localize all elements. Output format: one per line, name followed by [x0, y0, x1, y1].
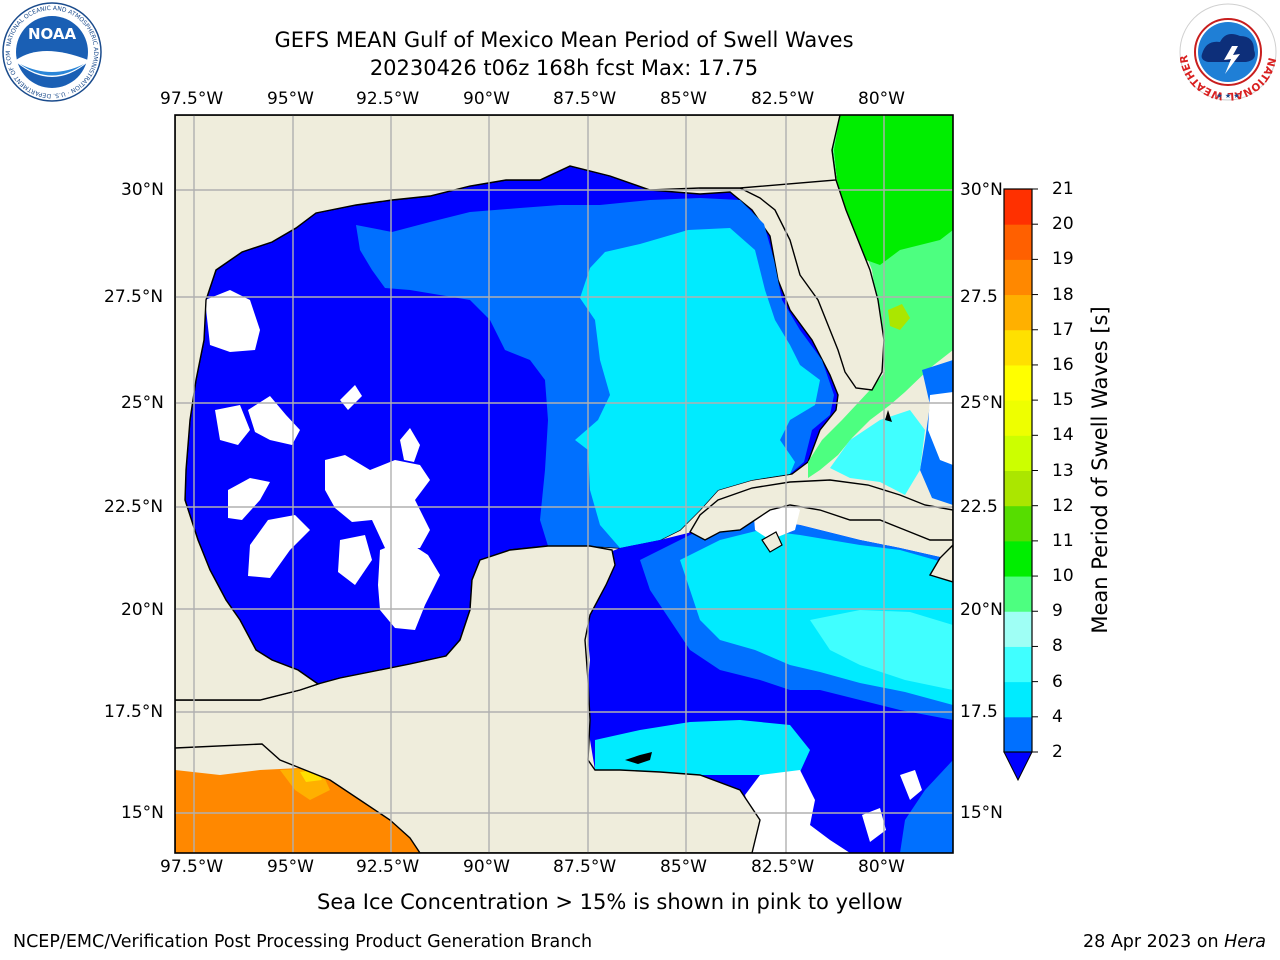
- lat-label-right: 30°N: [960, 180, 1003, 200]
- footer-right: 28 Apr 2023 on Hera: [1083, 932, 1266, 952]
- colorbar-segment: [1004, 576, 1032, 612]
- lat-label-left: 27.5°N: [104, 287, 164, 307]
- nws-logo: NATIONAL WEATHER SERVICE ★ ★ ★: [1178, 2, 1278, 102]
- colorbar-segment: [1004, 505, 1032, 542]
- map-gridlines: [175, 115, 953, 853]
- noaa-logo: NOAA NATIONAL OCEANIC AND ATMOSPHERIC AD…: [2, 2, 102, 102]
- colorbar-tick-label: 8: [1052, 636, 1063, 657]
- gulf-water-cyan-region: [575, 228, 820, 548]
- colorbar-segment: [1004, 294, 1032, 331]
- lon-label-top: 97.5°W: [160, 89, 224, 109]
- footer-left: NCEP/EMC/Verification Post Processing Pr…: [13, 932, 593, 952]
- mexico-west-land: [175, 115, 841, 701]
- straits-water-cyan: [830, 410, 925, 495]
- yucatan-central-america-land: [175, 545, 761, 853]
- lon-label-bottom: 92.5°W: [356, 857, 420, 877]
- chart-subtitle: 20230426 t06z 168h fcst Max: 17.75: [369, 56, 759, 80]
- colorbar-segment: [1004, 435, 1032, 471]
- lat-label-right: 25°N: [960, 393, 1003, 413]
- lat-label-right: 20°N: [960, 600, 1003, 620]
- lon-label-bottom: 97.5°W: [160, 857, 224, 877]
- isla-de-la-juventud-land: [761, 531, 783, 553]
- atlantic-yellowgreen-patch: [888, 304, 910, 330]
- lon-label-bottom: 90°W: [463, 857, 510, 877]
- colorbar-tick-label: 19: [1052, 249, 1074, 270]
- colorbar-tick-label: 6: [1052, 671, 1063, 692]
- colorbar-tick-label: 9: [1052, 601, 1063, 622]
- colorbar-segment: [1004, 540, 1032, 577]
- lat-label-right: 15°N: [960, 803, 1003, 823]
- footer-host: Hera: [1224, 932, 1266, 952]
- lon-label-bottom: 82.5°W: [751, 857, 815, 877]
- colorbar-segment: [1004, 716, 1032, 753]
- pacific-water-orange: [175, 768, 420, 853]
- colorbar-tick-label: 4: [1052, 706, 1063, 727]
- colorbar-tick-label: 14: [1052, 425, 1074, 446]
- colorbar-label: Mean Period of Swell Waves [s]: [1088, 306, 1112, 633]
- sea-ice-caption: Sea Ice Concentration > 15% is shown in …: [317, 890, 903, 914]
- colorbar-segment: [1004, 646, 1032, 683]
- colorbar: [1003, 188, 1038, 782]
- colorbar-segment: [1004, 400, 1032, 436]
- colorbar-segment: [1004, 224, 1032, 260]
- colorbar-tick-label: 11: [1052, 530, 1074, 551]
- colorbar-tick-label: 21: [1052, 179, 1074, 199]
- colorbar-tick-label: 10: [1052, 566, 1074, 587]
- lon-label-bottom: 95°W: [267, 857, 314, 877]
- lat-label-left: 15°N: [121, 803, 164, 823]
- colorbar-segment: [1004, 259, 1032, 296]
- colorbar-tick-label: 20: [1052, 214, 1074, 235]
- colorbar-segment: [1004, 329, 1032, 366]
- lon-label-top: 87.5°W: [553, 89, 617, 109]
- colorbar-tick-label: 13: [1052, 460, 1074, 481]
- lat-label-right: 22.5: [960, 497, 998, 517]
- lon-label-bottom: 87.5°W: [553, 857, 617, 877]
- lon-label-top: 82.5°W: [751, 89, 815, 109]
- colorbar-under-arrow: [1003, 751, 1033, 782]
- lon-label-top: 85°W: [660, 89, 707, 109]
- colorbar-segment: [1004, 364, 1032, 401]
- lon-label-top: 90°W: [463, 89, 510, 109]
- footer-date: 28 Apr 2023 on: [1083, 932, 1225, 952]
- lon-label-bottom: 80°W: [858, 857, 905, 877]
- lat-label-right: 27.5: [960, 287, 998, 307]
- florida-keys-islands: [885, 410, 892, 422]
- lon-label-top: 80°W: [858, 89, 905, 109]
- colorbar-tick-label: 16: [1052, 354, 1074, 375]
- caribbean-light-cyan: [810, 610, 953, 690]
- lon-label-top: 92.5°W: [356, 89, 420, 109]
- caribbean-lower-cyan-band: [595, 720, 810, 775]
- map-frame: [174, 114, 954, 854]
- colorbar-tick-label: 15: [1052, 390, 1074, 411]
- nws-logo-stars: ★ ★ ★: [1216, 92, 1239, 100]
- noaa-logo-text: NOAA: [28, 25, 77, 43]
- colorbar-segment: [1004, 470, 1032, 507]
- colorbar-segment: [1004, 611, 1032, 647]
- lon-label-top: 95°W: [267, 89, 314, 109]
- colorbar-tick-label: 17: [1052, 319, 1074, 340]
- colorbar-tick-label: 12: [1052, 495, 1074, 516]
- lon-label-bottom: 85°W: [660, 857, 707, 877]
- cuba-land: [689, 479, 953, 541]
- lat-label-left: 20°N: [121, 600, 164, 620]
- chart-title: GEFS MEAN Gulf of Mexico Mean Period of …: [274, 28, 854, 52]
- lat-label-left: 17.5°N: [104, 702, 164, 722]
- colorbar-segment: [1004, 681, 1032, 718]
- colorbar-tick-label: 2: [1052, 742, 1063, 762]
- atlantic-south-water-blue: [900, 760, 953, 853]
- lat-label-right: 17.5: [960, 702, 998, 722]
- lat-label-left: 30°N: [121, 180, 164, 200]
- hispaniola-land: [928, 544, 953, 583]
- lat-label-left: 22.5°N: [104, 497, 164, 517]
- colorbar-tick-label: 18: [1052, 284, 1074, 305]
- lat-label-left: 25°N: [121, 393, 164, 413]
- bay-islands: [625, 752, 652, 764]
- colorbar-segment: [1004, 189, 1032, 225]
